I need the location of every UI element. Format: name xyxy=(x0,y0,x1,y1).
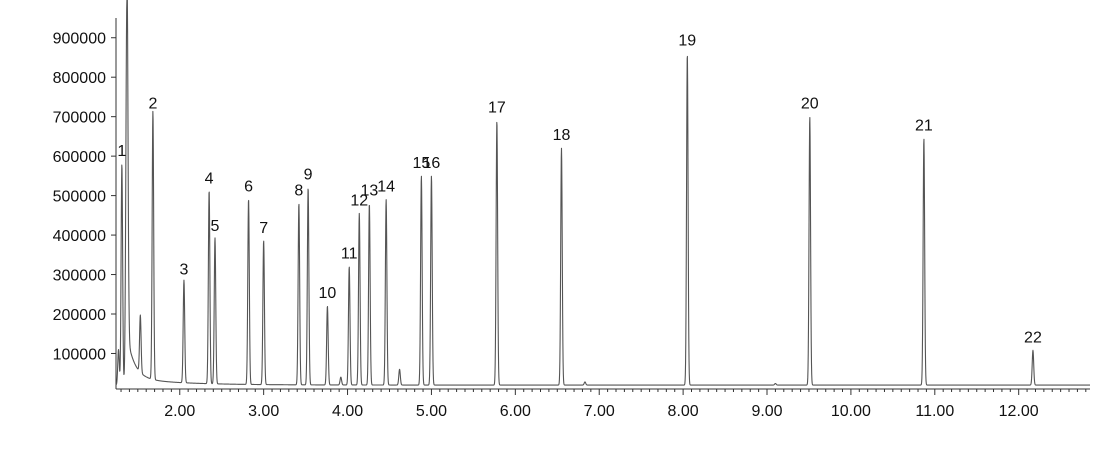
x-tick-label: 3.00 xyxy=(248,403,279,420)
peak-label: 1 xyxy=(117,143,126,160)
peak-label: 4 xyxy=(205,171,214,188)
peak-label: 16 xyxy=(423,155,441,172)
peak-label: 2 xyxy=(148,96,157,113)
chromatogram-trace xyxy=(115,0,1091,386)
x-tick-label: 12.00 xyxy=(999,403,1039,420)
y-tick-label: 200000 xyxy=(53,307,106,324)
peak-label: 19 xyxy=(678,33,696,50)
x-tick-label: 4.00 xyxy=(332,403,363,420)
y-tick-label: 700000 xyxy=(53,110,106,127)
peak-label: 13 xyxy=(360,183,378,200)
axes-group: 100000 200000 300000 400000 500000 600000 7000… xyxy=(53,18,1090,420)
x-tick-label: 9.00 xyxy=(751,403,782,420)
x-tick-label: 10.00 xyxy=(831,403,871,420)
peak-label: 22 xyxy=(1024,329,1042,346)
peak-label: 6 xyxy=(244,179,253,196)
x-tick-label: 11.00 xyxy=(915,403,954,420)
peak-label: 3 xyxy=(180,261,189,278)
y-tick-label: 900000 xyxy=(53,31,106,48)
peak-label: 21 xyxy=(915,117,933,134)
peak-label: 14 xyxy=(377,179,395,196)
peak-label: 8 xyxy=(294,183,303,200)
peak-label: 7 xyxy=(259,220,268,237)
y-tick-label: 400000 xyxy=(53,228,106,245)
x-tick-label: 8.00 xyxy=(668,403,699,420)
peak-label: 10 xyxy=(319,285,337,302)
peak-label: 12 xyxy=(350,192,368,209)
y-tick-label: 800000 xyxy=(53,70,106,87)
peak-label: 18 xyxy=(553,127,571,144)
peak-label: 11 xyxy=(341,246,358,263)
x-tick-label: 6.00 xyxy=(500,403,531,420)
x-tick-label: 7.00 xyxy=(584,403,615,420)
x-tick-label: 5.00 xyxy=(416,403,447,420)
y-tick-label: 100000 xyxy=(53,346,106,363)
trace-group xyxy=(115,0,1091,386)
peak-label: 5 xyxy=(211,218,220,235)
peak-label: 15 xyxy=(412,155,430,172)
peak-label: 17 xyxy=(488,100,506,117)
peak-label: 9 xyxy=(304,167,313,184)
y-tick-label: 500000 xyxy=(53,189,106,206)
x-tick-label: 2.00 xyxy=(164,403,195,420)
y-tick-label: 600000 xyxy=(53,149,106,166)
y-tick-label: 300000 xyxy=(53,268,106,285)
peak-label: 20 xyxy=(801,96,819,113)
